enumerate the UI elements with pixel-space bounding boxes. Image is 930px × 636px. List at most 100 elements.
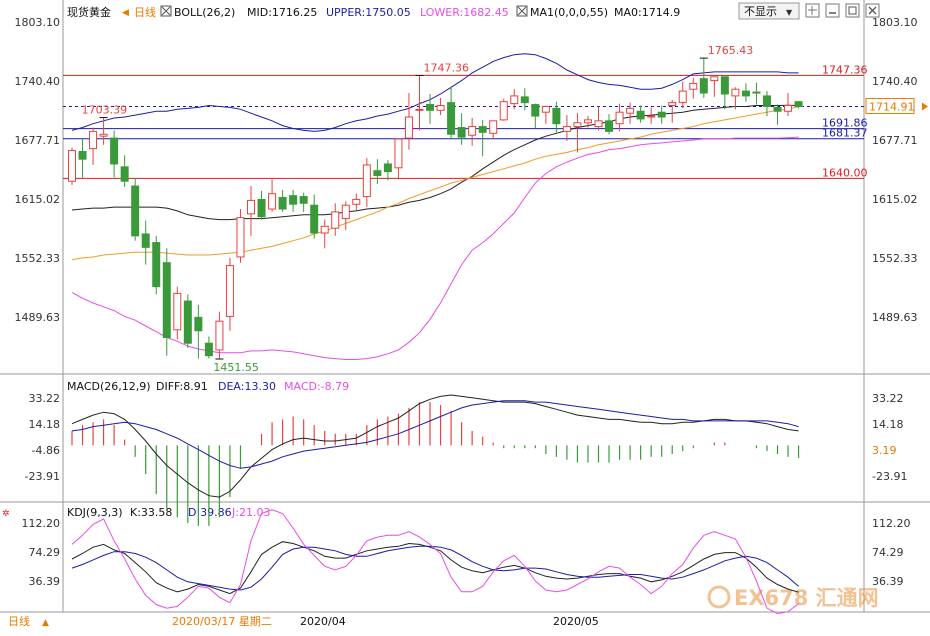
candle-up xyxy=(668,102,677,106)
extreme-label: 1747.36 xyxy=(423,61,469,74)
macd-tick-left: -4.86 xyxy=(32,444,60,457)
y-tick-left: 1489.63 xyxy=(15,311,61,324)
display-select[interactable] xyxy=(738,2,800,20)
candle-down xyxy=(520,96,529,104)
candle-up xyxy=(89,130,98,150)
macd-title: MACD(26,12,9) xyxy=(67,380,151,393)
kdj-y-ticks: 112.20 74.29 36.39 112.20 74.29 36.39 xyxy=(22,517,911,588)
y-tick-right: 1677.71 xyxy=(872,134,918,147)
period-arrow-icon[interactable]: ◀ xyxy=(122,8,129,18)
series-line-mid xyxy=(71,104,799,221)
kdj-title: KDJ(9,3,3) xyxy=(67,506,123,519)
macd-tick-right: 33.22 xyxy=(872,392,904,405)
candle-up xyxy=(615,111,624,125)
candle-down xyxy=(383,163,392,173)
candle-up xyxy=(341,204,350,220)
boll-toggle-icon[interactable] xyxy=(160,5,172,17)
candle-up xyxy=(499,101,508,121)
price-level-label: 1691.86 xyxy=(822,117,868,130)
candle-up xyxy=(236,217,245,258)
macd-tick-right: 14.18 xyxy=(872,418,904,431)
kdj-tick-right: 112.20 xyxy=(872,517,911,530)
extreme-label: 1703.39 xyxy=(82,104,128,117)
macd-tick-left: -23.91 xyxy=(25,470,60,483)
y-tick-left: 1803.10 xyxy=(15,16,61,29)
y-tick-right: 1615.02 xyxy=(872,193,918,206)
candle-up xyxy=(173,292,182,331)
candle-up xyxy=(468,126,477,136)
candle-down xyxy=(120,166,129,182)
chevron-down-icon: ▼ xyxy=(786,8,793,17)
display-select-label: 不显示 xyxy=(744,5,777,18)
candle-down xyxy=(194,316,203,332)
kdj-tick-left: 112.20 xyxy=(22,517,61,530)
kdj-k: K:33.58 xyxy=(130,506,172,519)
candle-down xyxy=(426,104,435,111)
candle-up xyxy=(268,193,277,210)
kdj-panel xyxy=(71,509,799,615)
candle-down xyxy=(162,262,171,338)
maximize-icon[interactable] xyxy=(845,3,860,18)
ma0-label: MA0:1714.9 xyxy=(614,6,680,19)
watermark: EX678 汇通网 xyxy=(707,585,879,610)
candle-up xyxy=(215,320,224,351)
period-label[interactable]: 日线 xyxy=(134,5,156,19)
candle-down xyxy=(310,204,319,234)
candle-down xyxy=(794,101,803,108)
candle-up xyxy=(225,265,234,317)
ma-toggle-icon[interactable] xyxy=(516,5,528,17)
candle-down xyxy=(183,300,192,344)
month-label: 2020/04 xyxy=(300,615,346,628)
candle-down xyxy=(636,110,645,120)
candle-up xyxy=(331,211,340,229)
macd-value: MACD:-8.79 xyxy=(284,380,349,393)
symbol-label: 现货黄金 xyxy=(67,5,111,19)
candle-down xyxy=(278,197,287,210)
candle-up xyxy=(541,105,550,113)
minimize-icon[interactable] xyxy=(825,3,840,18)
candle-up xyxy=(68,150,76,182)
kdj-line-j xyxy=(71,509,799,615)
panel-frames xyxy=(0,0,930,613)
y-tick-left: 1615.02 xyxy=(15,193,61,206)
candle-down xyxy=(373,170,382,176)
extreme-label: 1451.55 xyxy=(213,361,258,374)
candle-up xyxy=(404,116,413,139)
candle-down xyxy=(289,195,298,205)
watermark-text: EX678 汇通网 xyxy=(734,586,879,610)
candle-down xyxy=(699,78,708,94)
candle-up xyxy=(784,104,793,112)
kdj-d: D:39.86 xyxy=(188,506,232,519)
kdj-tick-right: 36.39 xyxy=(872,575,904,588)
y-tick-right: 1740.40 xyxy=(872,75,918,88)
candle-up xyxy=(594,120,603,128)
candle-up xyxy=(489,120,498,134)
main-header: 现货黄金 ◀ 日线 BOLL(26,2) MID:1716.25 UPPER:1… xyxy=(67,5,680,19)
candle-up xyxy=(647,115,656,118)
macd-line-diff xyxy=(71,394,799,498)
candle-up xyxy=(247,199,256,215)
candle-up xyxy=(583,119,592,124)
macd-line-dea xyxy=(71,400,799,469)
macd-diff: DIFF:8.91 xyxy=(156,380,208,393)
kdj-tick-left: 74.29 xyxy=(29,546,61,559)
candle-up xyxy=(573,122,582,128)
candle-down xyxy=(131,185,140,237)
candle-down xyxy=(720,76,729,95)
bottom-period-label[interactable]: 日线 xyxy=(8,614,30,628)
kdj-tick-left: 36.39 xyxy=(29,575,61,588)
extreme-label: 1765.43 xyxy=(708,44,754,57)
candle-up xyxy=(362,164,371,198)
candle-down xyxy=(257,198,266,218)
candle-down xyxy=(741,90,750,97)
macd-current-label: 3.19 xyxy=(872,444,897,457)
candle-down xyxy=(141,233,150,248)
price-level-label: 1747.36 xyxy=(822,63,868,76)
kdj-settings-icon[interactable]: ✲ xyxy=(2,509,10,519)
triangle-up-icon[interactable]: ▲ xyxy=(42,618,49,628)
candle-down xyxy=(110,137,119,165)
series-line-ma0 xyxy=(71,106,799,261)
macd-tick-left: 14.18 xyxy=(29,418,61,431)
